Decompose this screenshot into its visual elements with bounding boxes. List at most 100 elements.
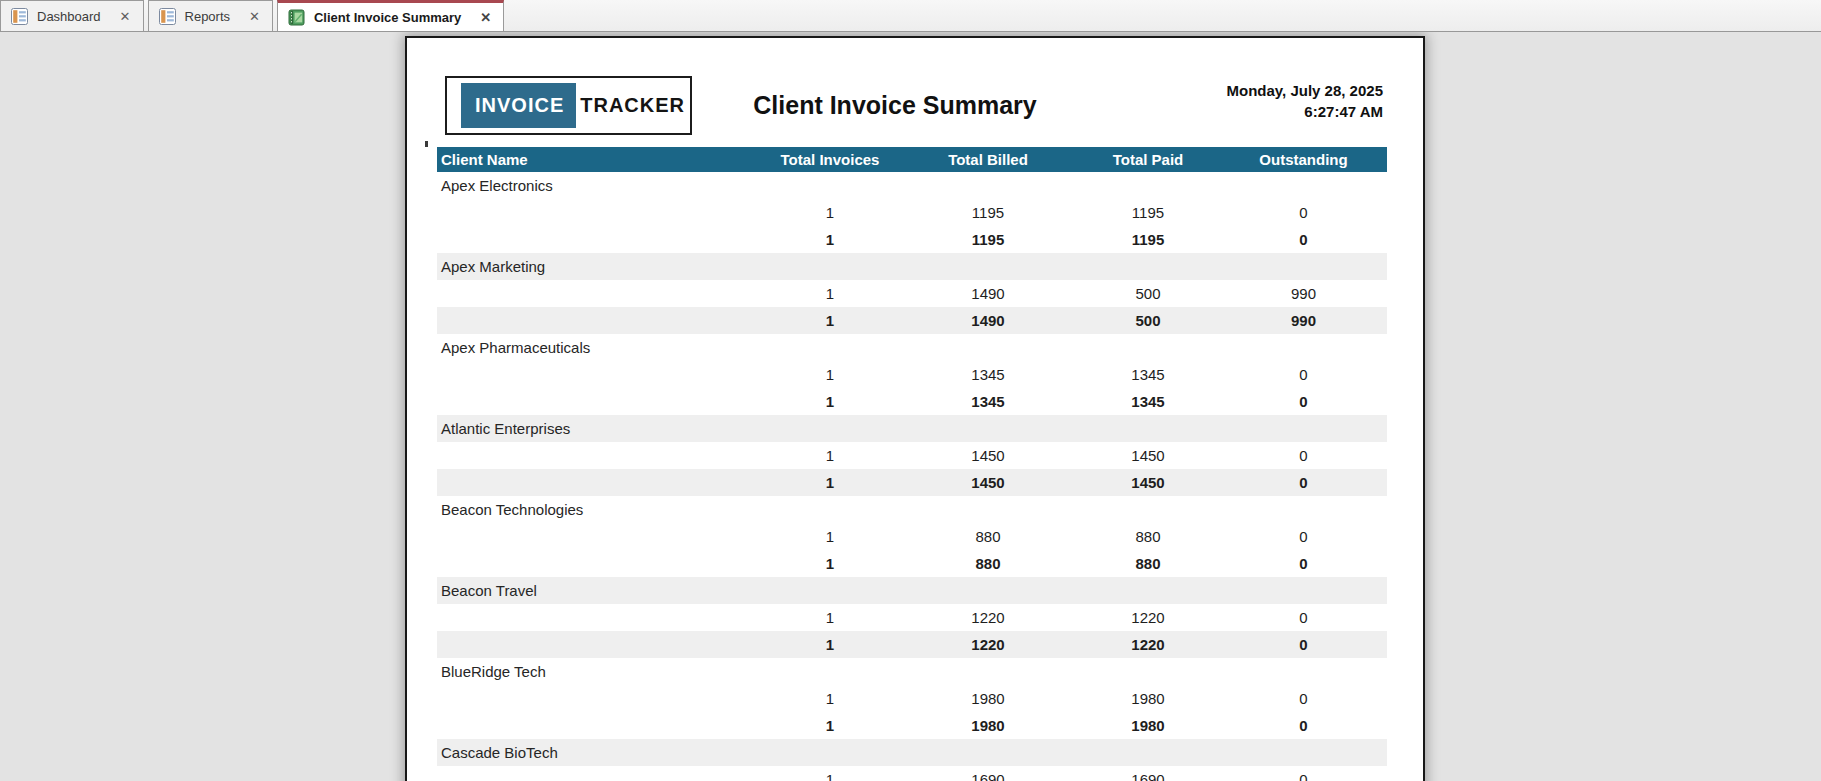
value-cell: 0 bbox=[1220, 447, 1387, 464]
group-total-row: 1145014500 bbox=[437, 469, 1387, 496]
form-icon bbox=[11, 8, 28, 25]
group-detail-row: 1122012200 bbox=[437, 604, 1387, 631]
value-cell: 1490 bbox=[900, 285, 1076, 302]
client-name-cell: Cascade BioTech bbox=[437, 744, 760, 761]
value-cell: 0 bbox=[1220, 204, 1387, 221]
report-date: Monday, July 28, 2025 bbox=[1168, 80, 1383, 101]
value-cell: 1490 bbox=[900, 312, 1076, 329]
logo-invoice-text: INVOICE bbox=[461, 83, 576, 128]
value-cell: 1690 bbox=[900, 771, 1076, 781]
group-header-row: Beacon Technologies bbox=[437, 496, 1387, 523]
value-cell: 1 bbox=[760, 447, 900, 464]
column-header-outstanding: Outstanding bbox=[1220, 151, 1387, 168]
value-cell: 1345 bbox=[900, 366, 1076, 383]
report-icon bbox=[288, 9, 305, 26]
value-cell: 1345 bbox=[1076, 393, 1220, 410]
tab-bar: Dashboard ✕ Reports ✕ bbox=[0, 0, 1821, 32]
value-cell: 990 bbox=[1220, 285, 1387, 302]
value-cell: 1 bbox=[760, 636, 900, 653]
tab-label: Reports bbox=[185, 9, 231, 24]
group-total-row: 11490500990 bbox=[437, 307, 1387, 334]
value-cell: 1 bbox=[760, 771, 900, 781]
value-cell: 1195 bbox=[900, 231, 1076, 248]
close-icon[interactable]: ✕ bbox=[478, 9, 493, 26]
close-icon[interactable]: ✕ bbox=[118, 8, 133, 25]
value-cell: 500 bbox=[1076, 312, 1220, 329]
group-header-row: Atlantic Enterprises bbox=[437, 415, 1387, 442]
value-cell: 1 bbox=[760, 393, 900, 410]
stray-mark bbox=[425, 141, 428, 147]
client-name-cell: BlueRidge Tech bbox=[437, 663, 760, 680]
report-page: INVOICE TRACKER Client Invoice Summary M… bbox=[405, 36, 1425, 781]
value-cell: 880 bbox=[900, 555, 1076, 572]
value-cell: 1 bbox=[760, 366, 900, 383]
value-cell: 1195 bbox=[1076, 231, 1220, 248]
client-name-cell: Atlantic Enterprises bbox=[437, 420, 760, 437]
value-cell: 0 bbox=[1220, 528, 1387, 545]
client-name-cell: Beacon Technologies bbox=[437, 501, 760, 518]
value-cell: 0 bbox=[1220, 555, 1387, 572]
group-detail-row: 1169016900 bbox=[437, 766, 1387, 781]
report-view: INVOICE TRACKER Client Invoice Summary M… bbox=[0, 32, 1821, 781]
tab-client-invoice-summary[interactable]: Client Invoice Summary ✕ bbox=[277, 0, 504, 31]
group-total-row: 1119511950 bbox=[437, 226, 1387, 253]
report-header: INVOICE TRACKER Client Invoice Summary M… bbox=[445, 76, 1383, 135]
value-cell: 0 bbox=[1220, 717, 1387, 734]
client-name-cell: Beacon Travel bbox=[437, 582, 760, 599]
report-datetime: Monday, July 28, 2025 6:27:47 AM bbox=[1168, 76, 1383, 122]
value-cell: 500 bbox=[1076, 285, 1220, 302]
group-header-row: Apex Marketing bbox=[437, 253, 1387, 280]
column-header-total-billed: Total Billed bbox=[900, 151, 1076, 168]
value-cell: 0 bbox=[1220, 231, 1387, 248]
group-detail-row: 18808800 bbox=[437, 523, 1387, 550]
invoice-tracker-logo: INVOICE TRACKER bbox=[445, 76, 692, 135]
value-cell: 0 bbox=[1220, 771, 1387, 781]
value-cell: 1 bbox=[760, 231, 900, 248]
client-name-cell: Apex Pharmaceuticals bbox=[437, 339, 760, 356]
value-cell: 0 bbox=[1220, 393, 1387, 410]
value-cell: 1 bbox=[760, 312, 900, 329]
value-cell: 1195 bbox=[1076, 204, 1220, 221]
report-title: Client Invoice Summary bbox=[657, 91, 1133, 120]
close-icon[interactable]: ✕ bbox=[247, 8, 262, 25]
group-header-row: Cascade BioTech bbox=[437, 739, 1387, 766]
value-cell: 0 bbox=[1220, 690, 1387, 707]
group-total-row: 1198019800 bbox=[437, 712, 1387, 739]
value-cell: 1980 bbox=[900, 717, 1076, 734]
app-window: Dashboard ✕ Reports ✕ bbox=[0, 0, 1821, 781]
value-cell: 1450 bbox=[900, 474, 1076, 491]
tab-reports[interactable]: Reports ✕ bbox=[148, 0, 273, 31]
value-cell: 0 bbox=[1220, 366, 1387, 383]
value-cell: 1980 bbox=[1076, 717, 1220, 734]
table-body: Apex Electronics11195119501119511950Apex… bbox=[437, 172, 1387, 781]
value-cell: 1220 bbox=[1076, 609, 1220, 626]
report-time: 6:27:47 AM bbox=[1168, 101, 1383, 122]
form-icon bbox=[159, 8, 176, 25]
value-cell: 1195 bbox=[900, 204, 1076, 221]
value-cell: 880 bbox=[1076, 528, 1220, 545]
value-cell: 0 bbox=[1220, 474, 1387, 491]
tab-dashboard[interactable]: Dashboard ✕ bbox=[0, 0, 144, 31]
value-cell: 1220 bbox=[1076, 636, 1220, 653]
value-cell: 1980 bbox=[1076, 690, 1220, 707]
group-total-row: 1134513450 bbox=[437, 388, 1387, 415]
value-cell: 0 bbox=[1220, 609, 1387, 626]
value-cell: 990 bbox=[1220, 312, 1387, 329]
value-cell: 1450 bbox=[900, 447, 1076, 464]
group-header-row: BlueRidge Tech bbox=[437, 658, 1387, 685]
group-header-row: Beacon Travel bbox=[437, 577, 1387, 604]
client-name-cell: Apex Electronics bbox=[437, 177, 760, 194]
value-cell: 1220 bbox=[900, 636, 1076, 653]
group-detail-row: 1145014500 bbox=[437, 442, 1387, 469]
value-cell: 1 bbox=[760, 609, 900, 626]
value-cell: 1 bbox=[760, 690, 900, 707]
value-cell: 1450 bbox=[1076, 474, 1220, 491]
value-cell: 1 bbox=[760, 528, 900, 545]
value-cell: 1 bbox=[760, 474, 900, 491]
value-cell: 1220 bbox=[900, 609, 1076, 626]
value-cell: 1345 bbox=[1076, 366, 1220, 383]
group-detail-row: 1119511950 bbox=[437, 199, 1387, 226]
group-detail-row: 1134513450 bbox=[437, 361, 1387, 388]
value-cell: 1 bbox=[760, 555, 900, 572]
value-cell: 880 bbox=[1076, 555, 1220, 572]
